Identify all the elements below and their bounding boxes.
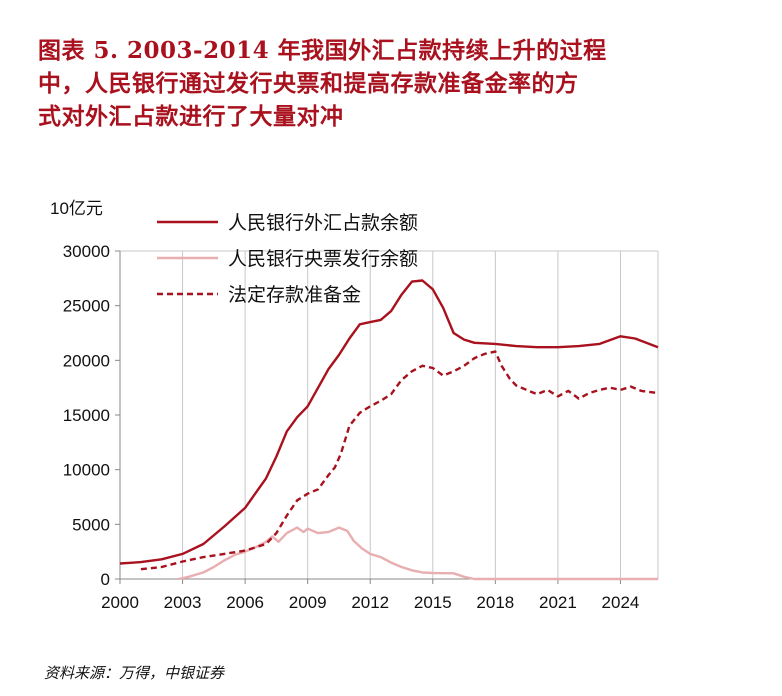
x-tick-label: 2012: [351, 593, 389, 612]
y-tick-label: 5000: [72, 515, 110, 534]
grid-lines: [119, 250, 659, 580]
x-tick-label: 2000: [101, 593, 139, 612]
series-line-3: [140, 350, 659, 571]
y-axis-ticks: 0 5000 10000 15000 20000 25000 30000: [63, 242, 120, 589]
series-lines: [119, 279, 659, 581]
y-tick-label: 10000: [63, 461, 110, 480]
chart-title: 图表 5. 2003-2014 年我国外汇占款持续上升的过程 中，人民银行通过发…: [38, 34, 758, 133]
series-line-1: [119, 279, 659, 565]
source-note: 资料来源：万得，中银证券: [44, 664, 225, 682]
x-tick-label: 2018: [476, 593, 514, 612]
title-line-2: 中，人民银行通过发行央票和提高存款准备金率的方: [38, 70, 579, 97]
x-tick-label: 2003: [164, 593, 202, 612]
x-tick-label: 2024: [602, 593, 640, 612]
legend-label: 人民银行央票发行余额: [228, 248, 418, 270]
x-tick-label: 2009: [289, 593, 327, 612]
y-tick-label: 15000: [63, 406, 110, 425]
y-axis-unit-label: 10亿元: [50, 199, 103, 218]
y-tick-label: 0: [101, 570, 110, 589]
x-axis-ticks: 2000 2003 2006 2009 2012 2015 2018 2021 2024: [101, 579, 639, 612]
legend-label: 人民银行外汇占款余额: [228, 212, 418, 234]
x-tick-label: 2015: [414, 593, 452, 612]
title-line-3: 式对外汇占款进行了大量对冲: [38, 103, 344, 130]
y-tick-label: 20000: [63, 351, 110, 370]
x-tick-label: 2006: [226, 593, 264, 612]
title-line-1: 图表 5. 2003-2014 年我国外汇占款持续上升的过程: [38, 37, 607, 64]
y-tick-label: 25000: [63, 297, 110, 316]
y-tick-label: 30000: [63, 242, 110, 261]
x-tick-label: 2021: [539, 593, 577, 612]
series-line-2: [178, 526, 658, 581]
legend-label: 法定存款准备金: [228, 284, 361, 306]
